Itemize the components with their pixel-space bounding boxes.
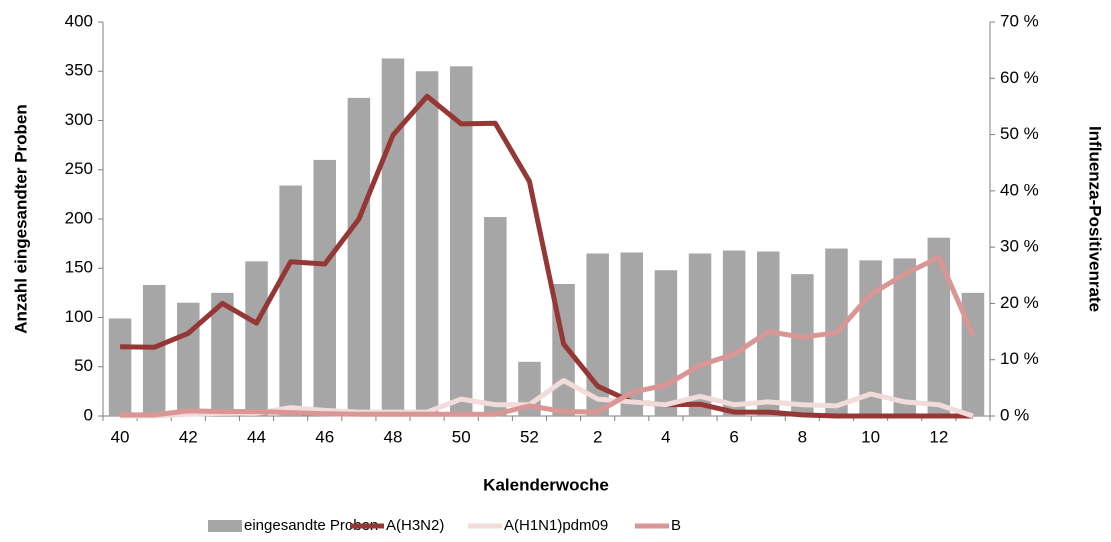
y-tick-label: 100	[65, 307, 93, 326]
y-tick-label: 0	[84, 405, 93, 424]
y2-tick-label: 10 %	[1000, 349, 1039, 368]
x-tick-label: 6	[729, 427, 738, 446]
bar	[722, 250, 746, 416]
legend-label: A(H3N2)	[386, 517, 444, 534]
bar	[245, 261, 268, 416]
legend-label: B	[671, 517, 681, 534]
y-tick-label: 200	[65, 208, 93, 227]
bar	[347, 97, 371, 416]
x-tick-label: 50	[452, 427, 471, 446]
x-tick-label: 2	[593, 427, 602, 446]
x-tick-label: 48	[384, 427, 403, 446]
x-tick-label: 4	[661, 427, 670, 446]
bar	[211, 292, 234, 416]
bar	[893, 258, 916, 416]
bar	[108, 318, 132, 416]
bar	[381, 58, 405, 416]
x-tick-label: 12	[929, 427, 948, 446]
y-tick-label: 150	[65, 258, 93, 277]
y-tick-label: 400	[65, 11, 93, 30]
bar	[313, 159, 337, 416]
x-tick-label: 8	[798, 427, 807, 446]
bar	[620, 252, 644, 416]
bar	[484, 217, 507, 416]
bar	[279, 185, 302, 416]
y2-tick-label: 40 %	[1000, 180, 1039, 199]
bar	[791, 274, 814, 416]
x-axis-title: Kalenderwoche	[483, 475, 609, 494]
bar	[449, 66, 473, 416]
y2-tick-label: 20 %	[1000, 293, 1039, 312]
y-tick-label: 350	[65, 61, 93, 80]
x-tick-label: 40	[111, 427, 130, 446]
y2-tick-label: 60 %	[1000, 68, 1039, 87]
legend-label: A(H1N1)pdm09	[504, 517, 608, 534]
legend-label: eingesandte Proben	[244, 517, 378, 534]
y2-tick-label: 30 %	[1000, 237, 1039, 256]
x-tick-label: 46	[315, 427, 334, 446]
x-tick-label: 10	[861, 427, 880, 446]
y-tick-label: 50	[74, 356, 93, 375]
line	[120, 93, 973, 419]
bar	[688, 253, 712, 416]
bar	[927, 237, 951, 416]
bar	[415, 71, 439, 416]
bar	[177, 302, 200, 416]
legend-swatch	[208, 520, 242, 532]
y2-tick-label: 0 %	[1000, 405, 1029, 424]
y-axis-title: Anzahl eingesandter Proben	[11, 104, 30, 334]
x-tick-label: 42	[179, 427, 198, 446]
y-tick-label: 300	[65, 110, 93, 129]
y2-tick-label: 70 %	[1000, 11, 1039, 30]
y-tick-label: 250	[65, 159, 93, 178]
bar	[654, 270, 678, 416]
y2-tick-label: 50 %	[1000, 124, 1039, 143]
bar	[142, 284, 166, 416]
line	[120, 254, 976, 418]
x-tick-label: 44	[247, 427, 266, 446]
x-tick-label: 52	[520, 427, 539, 446]
y2-axis-title: Influenza-Positivenrate	[1086, 126, 1105, 312]
